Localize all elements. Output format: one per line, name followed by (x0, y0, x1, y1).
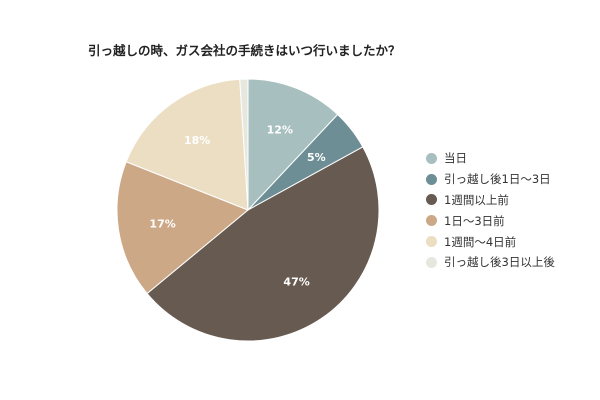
legend-swatch (426, 256, 437, 268)
legend-label: 引っ越し後3日以上後 (444, 255, 555, 270)
legend-item[interactable]: 引っ越し後3日以上後 (426, 252, 555, 273)
legend-label: 1週間～4日前 (444, 234, 517, 249)
pie-slice (247, 78, 339, 212)
legend-label: 1日～3日前 (444, 213, 505, 228)
legend-swatch (426, 152, 437, 164)
pie-slice (146, 146, 380, 342)
pie-slice (116, 161, 249, 295)
legend-item[interactable]: 引っ越し後1日～3日 (426, 169, 555, 190)
pie-slice (239, 78, 249, 211)
slice-value-label: 17% (149, 218, 175, 231)
legend-swatch (426, 173, 437, 185)
slice-value-label: 5% (307, 151, 326, 164)
legend-label: 1週間以上前 (444, 192, 509, 207)
slice-value-label: 12% (267, 124, 293, 137)
legend-swatch (426, 194, 437, 206)
chart-title: 引っ越しの時、ガス会社の手続きはいつ行いましたか？ (88, 43, 401, 58)
legend-swatch (426, 215, 437, 227)
legend-item[interactable]: 1日～3日前 (426, 210, 555, 231)
slice-value-label: 47% (283, 276, 309, 289)
legend-swatch (426, 236, 437, 248)
legend-item[interactable]: 1週間以上前 (426, 190, 555, 211)
legend-item[interactable]: 当日 (426, 148, 555, 169)
legend-item[interactable]: 1週間～4日前 (426, 231, 555, 252)
slice-value-label: 18% (184, 134, 210, 147)
legend-label: 引っ越し後1日～3日 (444, 172, 551, 187)
pie-slice (125, 78, 249, 211)
legend-label: 当日 (444, 151, 467, 166)
chart-legend: 当日引っ越し後1日～3日 1週間以上前 1日～3日前 1週間～4日前引っ越し後3日以上… (426, 148, 555, 273)
